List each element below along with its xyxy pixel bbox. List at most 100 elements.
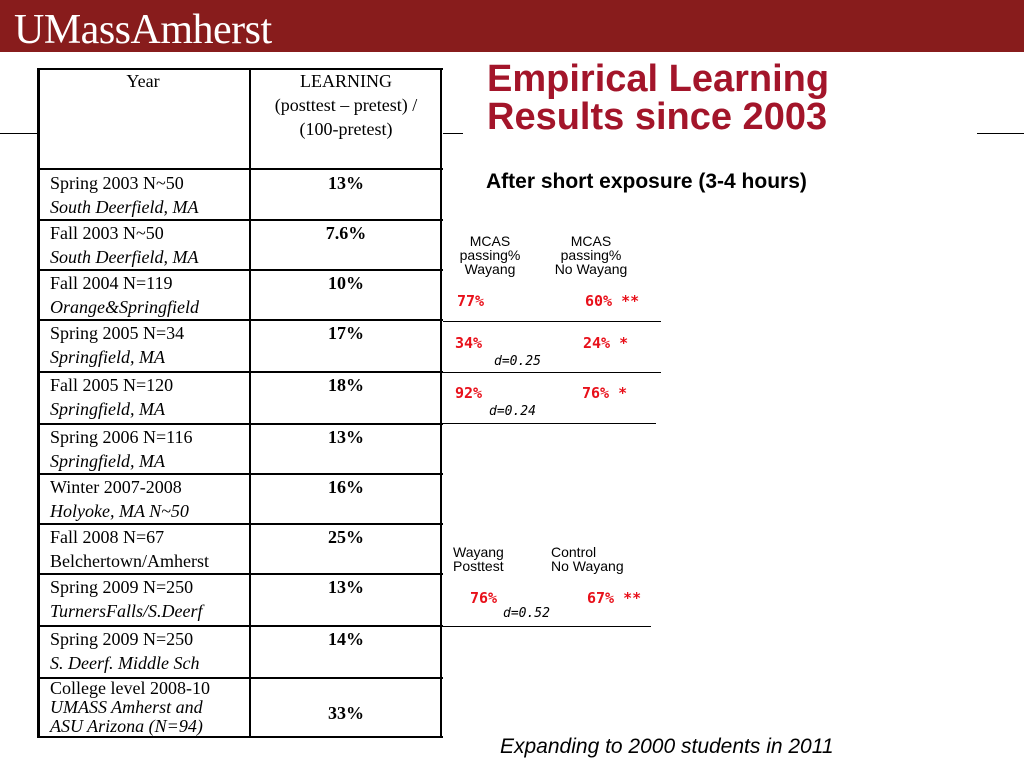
study-cell: Spring 2009 N=250 TurnersFalls/S.Deerf [50,575,203,623]
study-period: Spring 2003 N~50 [50,173,184,193]
study-cell: Spring 2006 N=116 Springfield, MA [50,425,193,473]
study-location: Springfield, MA [50,399,165,419]
study-period: Winter 2007-2008 [50,477,182,497]
learning-value: 10% [328,273,364,293]
row-divider [37,269,443,271]
table-header-divider [37,168,443,170]
mcas-no-wayang-value: 60% ** [585,292,640,310]
slide-title: Empirical Learning Results since 2003 [487,60,947,136]
umass-amherst-logo: UMassAmherst [14,7,272,53]
header-learning-line-3: (100-pretest) [299,119,393,139]
study-cell: Fall 2005 N=120 Springfield, MA [50,373,173,421]
learning-value: 13% [328,173,364,193]
study-period: Fall 2004 N=119 [50,273,173,293]
study-cell: Spring 2009 N=250 S. Deerf. Middle Sch [50,627,199,675]
study-location: Belchertown/Amherst [50,551,209,571]
study-location: S. Deerf. Middle Sch [50,653,200,673]
table-row: Spring 2006 N=116 Springfield, MA 13% [37,423,443,473]
header-learning-line-2: (posttest – pretest) / [274,95,418,115]
table-row: Fall 2005 N=120 Springfield, MA 18% [37,371,443,423]
study-location: Springfield, MA [50,347,165,367]
study-location: South Deerfield, MA [50,247,199,267]
study-period: Spring 2006 N=116 [50,427,193,447]
header-line: Wayang [464,261,516,277]
posttest-control-value: 67% ** [587,589,642,607]
header-line: MCAS [570,233,612,249]
header-line: No Wayang [551,558,624,574]
panel-divider [433,423,656,424]
effect-size: d=0.52 [503,606,550,621]
table-row: Spring 2009 N=250 S. Deerf. Middle Sch 14… [37,625,443,677]
table-row: Winter 2007-2008 Holyoke, MA N~50 16% [37,473,443,523]
study-cell: College level 2008-10 UMASS Amherst and AS… [50,679,210,736]
study-location: Holyoke, MA N~50 [50,501,189,521]
row-divider [37,473,443,475]
effect-size: d=0.24 [489,404,536,419]
study-location: Springfield, MA [50,451,165,471]
table-right-border [440,68,442,738]
study-location-2: ASU Arizona (N=94) [50,716,203,736]
study-location: Orange&Springfield [50,297,199,317]
study-period: Fall 2005 N=120 [50,375,174,395]
row-divider [37,371,443,373]
header-line: Wayang [453,544,504,560]
study-cell: Spring 2005 N=34 Springfield, MA [50,321,184,369]
study-location: South Deerfield, MA [50,197,199,217]
study-location: TurnersFalls/S.Deerf [50,601,203,621]
header-line: passing% [459,247,521,263]
mcas-wayang-value: 34% [455,334,483,352]
row-divider [37,625,443,627]
row-divider [37,219,443,221]
posttest-control-header: Control No Wayang [551,545,624,573]
learning-value: 7.6% [325,223,367,243]
table-bottom-border [37,736,443,738]
row-divider [37,677,443,679]
left-divider [0,133,37,134]
header-line: Control [551,544,597,560]
table-row: College level 2008-10 UMASS Amherst and AS… [37,677,443,738]
study-period: Spring 2005 N=34 [50,323,185,343]
study-cell: Fall 2003 N~50 South Deerfield, MA [50,221,198,269]
table-left-border [37,68,40,738]
study-cell: Winter 2007-2008 Holyoke, MA N~50 [50,475,189,523]
learning-value: 13% [328,577,364,597]
header-learning: LEARNING (posttest – pretest) / (100-pre… [251,69,441,141]
header-banner: UMassAmherst [0,0,1024,52]
learning-value: 25% [328,527,364,547]
learning-value: 18% [328,375,364,395]
results-table: Year LEARNING (posttest – pretest) / (10… [37,68,443,738]
table-row: Spring 2009 N=250 TurnersFalls/S.Deerf 13… [37,573,443,625]
table-row: Fall 2004 N=119 Orange&Springfield 10% [37,269,443,319]
table-row: Spring 2005 N=34 Springfield, MA 17% [37,319,443,371]
learning-value: 14% [328,629,364,649]
header-line: Posttest [453,558,504,574]
mcas-no-wayang-value: 24% * [583,334,629,352]
mcas-no-wayang-header: MCAS passing% No Wayang [540,234,642,276]
learning-value: 13% [328,427,364,447]
header-learning-line-1: LEARNING [300,71,392,91]
header-line: No Wayang [554,261,628,277]
posttest-wayang-value: 76% [470,589,498,607]
row-divider [37,573,443,575]
effect-size: d=0.25 [494,354,541,369]
subtitle: After short exposure (3-4 hours) [486,170,807,193]
row-divider [37,423,443,425]
header-line: MCAS [469,233,511,249]
middle-divider [443,133,463,134]
study-period: Spring 2009 N=250 [50,629,194,649]
row-divider [37,523,443,525]
study-cell: Fall 2008 N=67 Belchertown/Amherst [50,525,209,573]
right-divider [977,133,1024,134]
header-line: passing% [560,247,622,263]
table-row: Fall 2003 N~50 South Deerfield, MA 7.6% [37,219,443,269]
posttest-wayang-header: Wayang Posttest [453,545,504,573]
learning-value: 16% [328,477,364,497]
panel-divider [443,626,651,627]
panel-divider [443,321,661,322]
study-period: Fall 2003 N~50 [50,223,164,243]
table-row: Fall 2008 N=67 Belchertown/Amherst 25% [37,523,443,573]
table-row: Spring 2003 N~50 South Deerfield, MA 13% [37,169,443,219]
mcas-no-wayang-value: 76% * [582,384,628,402]
study-period: College level 2008-10 [50,678,210,698]
row-divider [37,319,443,321]
